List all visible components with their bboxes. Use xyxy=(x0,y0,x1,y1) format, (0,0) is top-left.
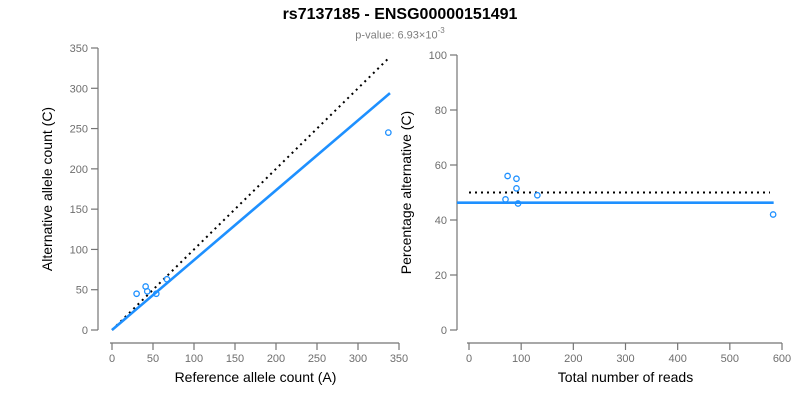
percentage-alternative-plot: 0 100 200 300 400 500 600 0 20 40 60 80 100 Total num… xyxy=(398,50,791,385)
data-point xyxy=(163,275,171,283)
y-tick-label: 100 xyxy=(70,244,88,256)
x-tick-label: 50 xyxy=(147,353,159,365)
y-tick-label: 100 xyxy=(429,50,447,62)
data-points xyxy=(502,172,777,218)
x-tick-label: 0 xyxy=(466,353,472,365)
x-tick-label: 200 xyxy=(267,353,285,365)
y-tick-label: 250 xyxy=(70,124,88,136)
x-tick-label: 300 xyxy=(349,353,367,365)
x-tick-label: 100 xyxy=(512,353,530,365)
tick-labels: 0 50 100 150 200 250 300 350 0 50 100 150 200 250 300 3… xyxy=(70,43,409,365)
y-tick-label: 350 xyxy=(70,43,88,55)
data-point xyxy=(502,196,509,203)
data-point xyxy=(769,211,777,218)
fit-line xyxy=(111,92,391,331)
p-value-subtitle: p-value: 6.93×10-3 xyxy=(0,26,800,42)
x-axis-title: Reference allele count (A) xyxy=(175,369,337,385)
y-tick-label: 50 xyxy=(76,285,88,297)
data-point xyxy=(143,287,151,295)
data-point xyxy=(514,200,522,207)
y-tick-label: 0 xyxy=(82,325,88,337)
y-tick-label: 300 xyxy=(70,83,88,95)
chart-header: rs7137185 - ENSG00000151491 p-value: 6.9… xyxy=(0,6,800,42)
data-point xyxy=(152,290,160,298)
data-point xyxy=(504,172,511,180)
x-tick-label: 200 xyxy=(564,353,582,365)
x-tick-label: 600 xyxy=(773,353,791,365)
y-axis-title: Percentage alternative (C) xyxy=(398,111,414,274)
y-tick-label: 60 xyxy=(435,160,447,172)
y-tick-label: 0 xyxy=(441,325,447,337)
data-point xyxy=(513,175,520,183)
axes xyxy=(450,54,783,350)
axes xyxy=(91,47,400,350)
tick-labels: 0 100 200 300 400 500 600 0 20 40 60 80 100 xyxy=(429,50,792,365)
data-point xyxy=(384,129,392,136)
data-point xyxy=(513,185,520,192)
x-tick-label: 300 xyxy=(616,353,634,365)
x-tick-label: 350 xyxy=(390,353,408,365)
allele-counts-plot: 0 50 100 150 200 250 300 350 0 50 100 150 200 250 300 3… xyxy=(39,43,408,385)
x-tick-label: 500 xyxy=(721,353,739,365)
y-axis-title: Alternative allele count (C) xyxy=(39,107,55,271)
page-title: rs7137185 - ENSG00000151491 xyxy=(282,6,518,23)
x-tick-label: 0 xyxy=(109,353,115,365)
p-value-exponent: -3 xyxy=(437,26,445,35)
data-point xyxy=(133,290,140,298)
x-tick-label: 150 xyxy=(226,353,244,365)
x-tick-label: 100 xyxy=(185,353,203,365)
x-axis-title: Total number of reads xyxy=(558,369,693,385)
data-point xyxy=(533,191,541,199)
y-tick-label: 150 xyxy=(70,204,88,216)
y-tick-label: 20 xyxy=(435,270,447,282)
x-tick-label: 250 xyxy=(308,353,326,365)
y-tick-label: 80 xyxy=(435,105,447,117)
p-value-text: p-value: 6.93×10 xyxy=(355,29,438,42)
identity-line xyxy=(111,57,390,331)
y-tick-label: 200 xyxy=(70,164,88,176)
data-points xyxy=(133,129,392,298)
x-tick-label: 400 xyxy=(668,353,686,365)
y-tick-label: 40 xyxy=(435,215,447,227)
